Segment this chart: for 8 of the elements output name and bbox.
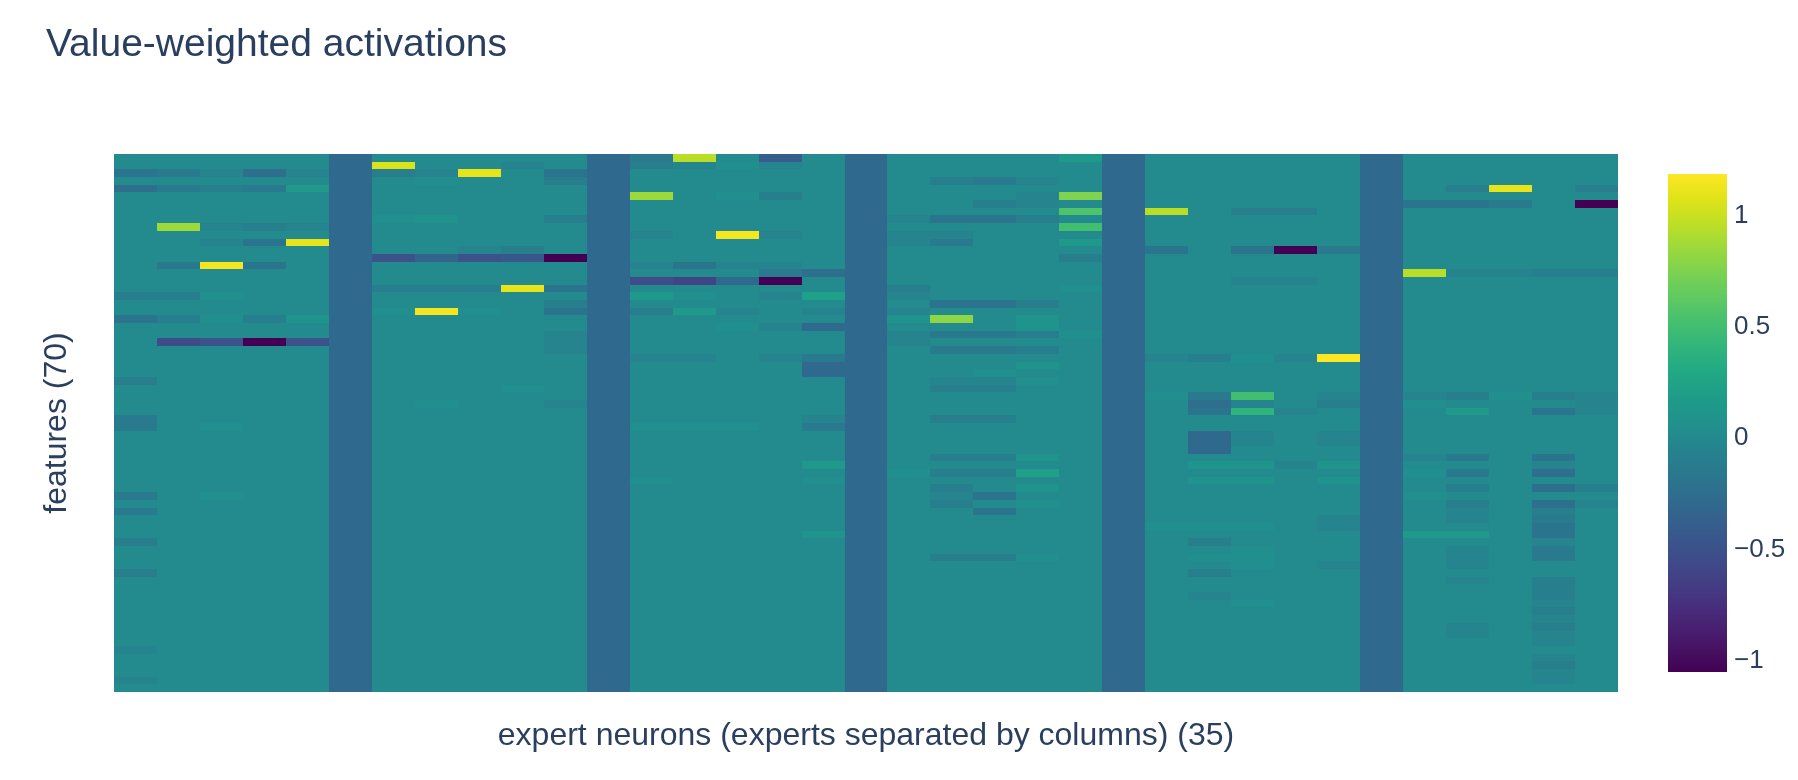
color-bar-label: −0.5 bbox=[1734, 532, 1786, 563]
color-bar-label: 0 bbox=[1734, 421, 1749, 452]
x-axis-title: expert neurons (experts separated by columns) (35) bbox=[497, 716, 1235, 752]
y-axis-title: features (70) bbox=[37, 332, 73, 514]
color-bar-label: 0.5 bbox=[1734, 310, 1771, 341]
chart-title: Value-weighted activations bbox=[46, 21, 508, 64]
color-bar-label: −1 bbox=[1734, 643, 1764, 674]
color-bar-label: 1 bbox=[1734, 199, 1749, 230]
